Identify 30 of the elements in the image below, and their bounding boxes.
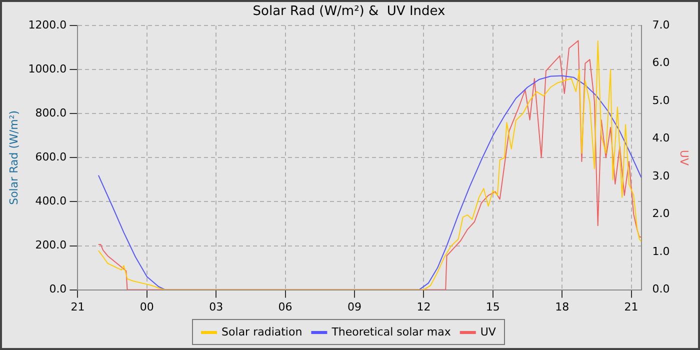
x-tick-label: 12 [416, 300, 431, 314]
y-axis-title: Solar Rad (W/m²) [7, 110, 20, 205]
y-tick-label: 200.0 [35, 238, 67, 252]
x-tick-label: 06 [278, 300, 292, 314]
x-tick-label: 21 [624, 300, 638, 314]
y2-tick-label: 2.0 [652, 207, 670, 220]
y2-axis-title: UV [678, 150, 691, 166]
x-tick-label: 18 [555, 300, 570, 314]
legend-label: Solar radiation [222, 325, 302, 338]
y2-tick-label: 5.0 [652, 94, 670, 107]
y-tick-label: 1200.0 [28, 18, 67, 32]
y2-tick-label: 4.0 [652, 132, 670, 145]
x-tick-label: 00 [140, 300, 154, 314]
y2-tick-label: 1.0 [652, 244, 670, 258]
x-tick-label: 15 [486, 300, 500, 314]
y2-tick-label: 3.0 [652, 169, 670, 182]
legend-label: UV [480, 325, 496, 338]
x-tick-label: 09 [348, 300, 362, 314]
chart-title: Solar Rad (W/m²) & UV Index [252, 4, 446, 20]
x-tick-label: 21 [70, 300, 85, 314]
y2-tick-label: 7.0 [652, 18, 670, 32]
y-tick-label: 0.0 [49, 282, 67, 296]
y-tick-label: 800.0 [35, 106, 67, 120]
y2-tick-label: 6.0 [652, 56, 670, 70]
x-tick-label: 03 [209, 300, 224, 314]
y-tick-label: 400.0 [35, 194, 67, 208]
legend-label: Theoretical solar max [330, 325, 452, 338]
y-tick-label: 1000.0 [28, 62, 67, 76]
y-tick-label: 600.0 [35, 150, 67, 164]
y2-tick-label: 0.0 [652, 282, 670, 296]
